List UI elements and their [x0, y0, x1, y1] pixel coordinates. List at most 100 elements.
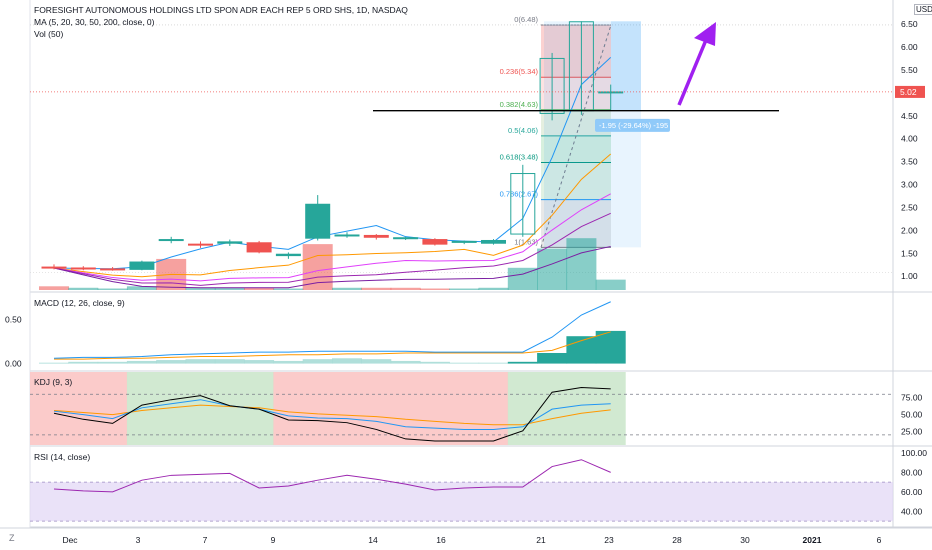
macd-histogram-bar [537, 352, 568, 364]
time-tick-label: 2021 [803, 535, 822, 545]
candle-body [481, 239, 506, 244]
kdj-k-line [53, 399, 611, 430]
candle-body [393, 237, 419, 240]
time-tick-label: Dec [62, 535, 78, 545]
volume-bar [419, 288, 450, 290]
volume-bar [361, 287, 392, 290]
price-tick-label: 5.50 [901, 65, 918, 75]
rsi-indicator-label[interactable]: RSI (14, close) [34, 452, 91, 462]
volume-bar [97, 288, 128, 290]
chart-title: FORESIGHT AUTONOMOUS HOLDINGS LTD SPON A… [34, 5, 408, 15]
time-tick-label: 14 [368, 535, 378, 545]
macd-histogram-bar [361, 359, 392, 364]
volume-bar [185, 287, 216, 290]
macd-histogram-bar [390, 360, 421, 364]
moving-average-line [53, 245, 611, 289]
fib-zone [541, 135, 611, 163]
macd-signal-line [54, 331, 611, 360]
time-tick-label: 3 [136, 535, 141, 545]
volume-bar [39, 286, 69, 290]
candle-body [422, 239, 448, 245]
candle-body [188, 243, 213, 246]
price-tick-label: 2.00 [901, 225, 918, 235]
measure-label: -1.95 (-29.64%) -195 [599, 121, 668, 130]
kdj-zone [507, 372, 626, 445]
macd-tick-label: 0.50 [5, 314, 22, 324]
time-tick-label: 6 [877, 535, 882, 545]
last-price-badge [895, 85, 925, 98]
price-tick-label: 4.50 [901, 111, 918, 121]
volume-bar [126, 286, 157, 290]
moving-average-line [53, 212, 611, 286]
macd-tick-label: 0.00 [5, 359, 22, 369]
price-tick-label: 1.50 [901, 248, 918, 258]
price-tick-label: 4.00 [901, 134, 918, 144]
macd-histogram-bar [507, 361, 538, 364]
fib-zone [541, 77, 611, 110]
volume-bar [390, 287, 421, 290]
candle-body [451, 240, 477, 243]
moving-average-line [53, 153, 612, 278]
fib-level-label: 0.5(4.06) [508, 126, 539, 135]
currency-badge[interactable]: USD [914, 4, 932, 15]
volume-bar [595, 279, 626, 290]
price-tick-label: 1.00 [901, 271, 918, 281]
rsi-line [53, 459, 611, 493]
time-tick-label: 7 [203, 535, 208, 545]
macd-histogram-bar [449, 362, 480, 364]
macd-histogram-bar [419, 361, 450, 364]
rsi-tick-label: 40.00 [901, 506, 923, 516]
volume-bar [214, 287, 245, 290]
macd-histogram-bar [39, 362, 69, 364]
macd-histogram-bar [478, 362, 509, 364]
volume-indicator-label[interactable]: Vol (50) [34, 29, 64, 39]
macd-line [53, 301, 611, 359]
candle-body [41, 266, 67, 269]
volume-bar [332, 287, 362, 290]
kdj-zone [273, 372, 509, 445]
fib-level-label: 0.382(4.63) [500, 100, 539, 109]
macd-histogram-bar [273, 360, 304, 364]
fib-level-label: 0.236(5.34) [500, 67, 539, 76]
volume-bar [273, 288, 304, 290]
ma-indicator-label[interactable]: MA (5, 20, 30, 50, 200, close, 0) [34, 17, 155, 27]
kdj-indicator-label[interactable]: KDJ (9, 3) [34, 377, 73, 387]
kdj-tick-label: 25.00 [901, 426, 923, 436]
macd-histogram-bar [595, 330, 626, 364]
arrow-head [694, 22, 716, 46]
candle-body [275, 253, 301, 257]
macd-indicator-label[interactable]: MACD (12, 26, close, 9) [34, 298, 125, 308]
rsi-tick-label: 100.00 [901, 448, 927, 458]
kdj-zone [30, 372, 128, 445]
arrow-shaft [677, 39, 708, 106]
last-price-label: 5.02 [900, 87, 917, 97]
volume-bar [507, 267, 538, 290]
macd-histogram-bar [68, 361, 99, 364]
timezone-toggle[interactable]: Z [9, 533, 15, 543]
fib-level-label: 0.786(2.67) [500, 190, 539, 199]
volume-bar [478, 287, 509, 290]
time-tick-label: 23 [604, 535, 614, 545]
volume-bar [244, 287, 275, 290]
candle-body [129, 261, 155, 270]
candle-body [598, 91, 624, 94]
date-range-highlight [544, 21, 641, 248]
macd-histogram-bar [156, 360, 187, 364]
candle-body [305, 203, 331, 239]
candle-body [334, 234, 360, 237]
time-tick-label: 9 [271, 535, 276, 545]
time-tick-label: 30 [740, 535, 750, 545]
fib-level-label: 0(6.48) [514, 15, 538, 24]
price-tick-label: 6.50 [901, 19, 918, 29]
rsi-tick-label: 80.00 [901, 467, 923, 477]
time-tick-label: 21 [536, 535, 546, 545]
price-tick-label: 6.00 [901, 42, 918, 52]
kdj-tick-label: 75.00 [901, 393, 923, 403]
measure-badge [595, 118, 670, 132]
kdj-j-line [53, 387, 611, 442]
time-tick-label: 28 [672, 535, 682, 545]
kdj-tick-label: 50.00 [901, 410, 923, 420]
time-tick-label: 16 [436, 535, 446, 545]
price-tick-label: 3.00 [901, 180, 918, 190]
